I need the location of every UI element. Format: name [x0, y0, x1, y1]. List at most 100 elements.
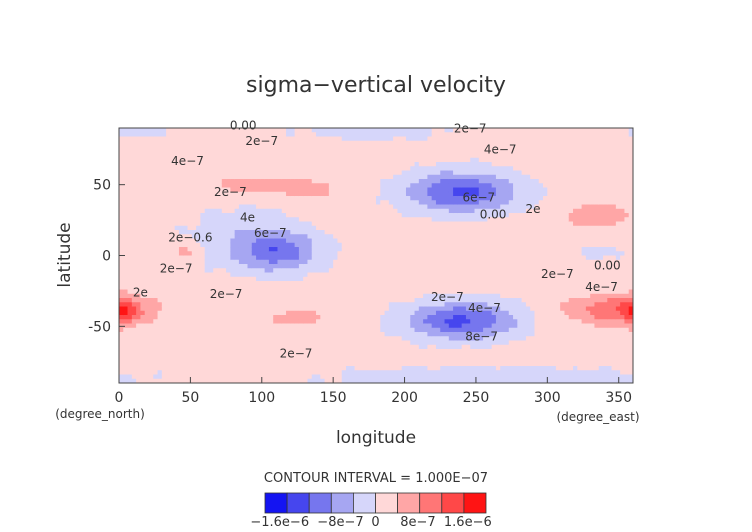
- contour-cell: [316, 230, 321, 235]
- contour-cell: [294, 230, 300, 235]
- contour-cell: [204, 204, 210, 210]
- contour-cell: [161, 157, 167, 163]
- contour-cell: [346, 370, 351, 375]
- contour-cell: [140, 302, 146, 307]
- contour-cell: [208, 153, 214, 159]
- contour-cell: [303, 204, 308, 210]
- contour-cell: [358, 174, 364, 180]
- contour-cell: [328, 361, 334, 367]
- contour-cell: [384, 162, 390, 167]
- contour-cell: [298, 264, 304, 269]
- contour-cell: [273, 174, 278, 180]
- contour-cell: [286, 370, 291, 375]
- contour-cell: [260, 285, 266, 290]
- contour-cell: [358, 293, 364, 299]
- contour-cell: [303, 191, 308, 197]
- contour-cell: [127, 336, 133, 341]
- contour-cell: [410, 204, 415, 210]
- contour-cell: [457, 302, 463, 307]
- contour-cell: [444, 319, 450, 324]
- contour-cell: [148, 208, 154, 214]
- contour-cell: [376, 132, 381, 137]
- contour-cell: [440, 174, 445, 180]
- contour-cell: [316, 191, 321, 197]
- contour-cell: [174, 319, 180, 324]
- contour-cell: [243, 298, 248, 303]
- contour-cell: [161, 204, 167, 210]
- contour-cell: [196, 289, 201, 295]
- contour-cell: [376, 281, 381, 286]
- contour-cell: [457, 208, 463, 214]
- contour-cell: [187, 136, 193, 142]
- contour-cell: [435, 153, 441, 159]
- contour-cell: [170, 170, 176, 176]
- contour-cell: [423, 366, 428, 371]
- contour-cell: [444, 332, 450, 337]
- contour-cell: [470, 162, 475, 167]
- contour-cell: [303, 170, 308, 176]
- contour-cell: [333, 289, 338, 295]
- contour-cell: [401, 251, 407, 256]
- contour-cell: [461, 272, 467, 278]
- contour-cell: [341, 272, 347, 278]
- contour-cell: [131, 191, 137, 197]
- contour-cell: [140, 340, 146, 346]
- contour-cell: [423, 136, 428, 142]
- contour-cell: [136, 166, 141, 171]
- contour-cell: [298, 183, 304, 188]
- contour-cell: [148, 140, 154, 146]
- contour-cell: [290, 315, 296, 320]
- contour-cell: [298, 349, 304, 354]
- contour-cell: [226, 132, 231, 137]
- contour-cell: [376, 170, 381, 176]
- contour-cell: [256, 259, 261, 265]
- contour-cell: [328, 162, 334, 167]
- contour-cell: [260, 187, 266, 193]
- contour-cell: [256, 268, 261, 273]
- contour-cell: [148, 281, 154, 286]
- contour-cell: [328, 136, 334, 142]
- contour-cell: [119, 208, 124, 214]
- contour-cell: [187, 268, 193, 273]
- contour-cell: [238, 145, 244, 150]
- contour-cell: [136, 230, 141, 235]
- contour-cell: [131, 255, 137, 261]
- contour-cell: [380, 264, 385, 269]
- contour-cell: [470, 208, 475, 214]
- contour-cell: [401, 353, 407, 358]
- contour-cell: [191, 264, 197, 269]
- contour-cell: [337, 340, 343, 346]
- contour-cell: [153, 230, 158, 235]
- contour-cell: [136, 162, 141, 167]
- contour-cell: [363, 170, 368, 176]
- contour-cell: [367, 370, 373, 375]
- contour-cell: [127, 238, 133, 244]
- contour-cell: [461, 217, 467, 222]
- contour-cell: [140, 230, 146, 235]
- contour-cell: [243, 204, 248, 210]
- contour-cell: [208, 293, 214, 299]
- contour-cell: [247, 196, 253, 201]
- contour-cell: [405, 264, 411, 269]
- contour-cell: [423, 306, 428, 312]
- contour-cell: [226, 187, 231, 193]
- contour-cell: [410, 289, 415, 295]
- contour-cell: [157, 370, 163, 375]
- contour-cell: [380, 157, 385, 163]
- contour-cell: [470, 374, 475, 380]
- contour-cell: [397, 200, 403, 205]
- contour-cell: [213, 132, 218, 137]
- contour-cell: [277, 187, 283, 193]
- contour-cell: [230, 336, 236, 341]
- contour-cell: [213, 272, 218, 278]
- contour-cell: [208, 170, 214, 176]
- contour-cell: [161, 276, 167, 282]
- contour-cell: [119, 357, 124, 363]
- contour-cell: [234, 259, 240, 265]
- contour-cell: [350, 200, 355, 205]
- contour-cell: [401, 179, 407, 184]
- contour-cell: [461, 255, 467, 261]
- contour-cell: [376, 136, 381, 142]
- contour-cell: [457, 166, 463, 171]
- contour-cell: [243, 306, 248, 312]
